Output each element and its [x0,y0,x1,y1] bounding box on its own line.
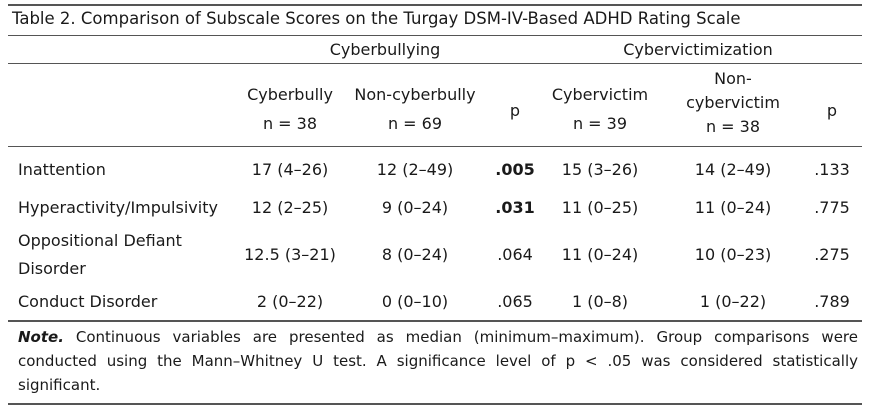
cell-cybervictim: 1 (0–8) [571,292,629,311]
col-header-cyberbully: Cyberbully n = 38 [238,82,342,136]
col-header-cybervictim: Cybervictim n = 39 [540,82,660,136]
cell-cyberbully: 12 (2–25) [251,198,329,217]
cell-cyberbully: 2 (0–22) [256,292,324,311]
row-label: Oppositional Defiant [18,231,182,250]
cell-p-victimization: .133 [814,160,850,179]
col-header-line: Cybervictim [551,85,649,104]
cell-p-bullying: .064 [497,245,533,264]
col-header-line: n = 39 [572,114,628,133]
col-header-line: n = 69 [387,114,443,133]
row-label: Inattention [18,160,106,179]
row-label: Hyperactivity/Impulsivity [18,198,218,217]
cell-non-cybervictim: 11 (0–24) [694,198,772,217]
group-header-cyberbullying: Cyberbullying [329,40,441,59]
group-rule [8,63,862,64]
col-header-line: cybervictim [686,93,780,112]
cell-non-cybervictim: 1 (0–22) [699,292,767,311]
top-rule [8,4,862,6]
cell-p-victimization: .789 [814,292,850,311]
cell-p-victimization: .775 [814,198,850,217]
col-header-line: Non-cyberbully [354,85,476,104]
cell-p-victimization: .275 [814,245,850,264]
body-bottom-rule [8,320,862,322]
col-header-non-cybervictim: Non- cybervictim n = 38 [668,67,798,139]
note-label: Note. [18,328,64,346]
col-header-non-cyberbully: Non-cyberbully n = 69 [344,82,486,136]
header-rule [8,146,862,147]
cell-non-cyberbully: 0 (0–10) [381,292,449,311]
cell-non-cybervictim: 14 (2–49) [694,160,772,179]
row-label: Disorder [18,259,86,278]
cell-p-bullying: .065 [497,292,533,311]
cell-cyberbully: 12.5 (3–21) [244,245,336,264]
table-note: Note. Continuous variables are presented… [18,325,858,397]
table-caption: Table 2. Comparison of Subscale Scores o… [12,9,741,28]
note-text: Continuous variables are presented as me… [18,328,858,394]
cell-non-cyberbully: 12 (2–49) [376,160,454,179]
col-header-line: Non- [714,69,752,88]
cell-non-cyberbully: 8 (0–24) [381,245,449,264]
col-header-line: Cyberbully [247,85,333,104]
cell-cybervictim: 11 (0–24) [561,245,639,264]
cell-p-bullying: .005 [495,160,535,179]
cell-non-cybervictim: 10 (0–23) [694,245,772,264]
group-header-cybervictimization: Cybervictimization [623,40,773,59]
cell-cybervictim: 11 (0–25) [561,198,639,217]
row-label: Conduct Disorder [18,292,158,311]
cell-non-cyberbully: 9 (0–24) [381,198,449,217]
col-header-p-bullying: p [509,101,521,120]
cell-cyberbully: 17 (4–26) [251,160,329,179]
bottom-rule [8,403,862,405]
col-header-p-victimization: p [826,101,838,120]
cell-cybervictim: 15 (3–26) [561,160,639,179]
cell-p-bullying: .031 [495,198,535,217]
caption-rule [8,35,862,36]
col-header-line: n = 38 [262,114,318,133]
col-header-line: n = 38 [705,117,761,136]
